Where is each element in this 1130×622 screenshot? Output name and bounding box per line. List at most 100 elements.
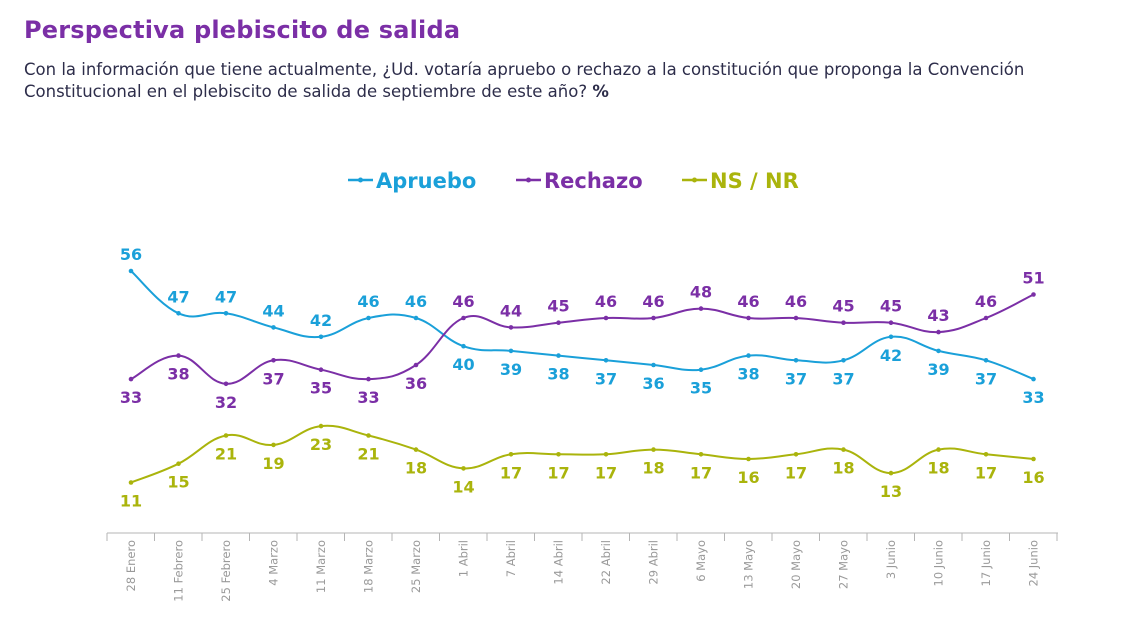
data-label: 37 bbox=[785, 369, 807, 388]
legend-marker-2 bbox=[692, 177, 697, 183]
data-label: 37 bbox=[832, 369, 854, 388]
data-point bbox=[888, 320, 894, 326]
data-point bbox=[936, 447, 941, 452]
data-label: 33 bbox=[120, 388, 142, 407]
data-point bbox=[1031, 456, 1036, 462]
data-label: 46 bbox=[785, 292, 807, 311]
data-label: 39 bbox=[500, 360, 522, 379]
x-tick-label: 10 Junio bbox=[932, 540, 946, 587]
data-point bbox=[461, 315, 466, 321]
data-label: 42 bbox=[880, 346, 902, 365]
subtitle-question: Con la información que tiene actualmente… bbox=[24, 60, 1025, 101]
data-point bbox=[223, 311, 229, 316]
data-point bbox=[983, 452, 989, 457]
x-tick-label: 17 Junio bbox=[979, 540, 993, 587]
data-label: 37 bbox=[262, 369, 284, 388]
data-label: 46 bbox=[642, 292, 664, 311]
data-label: 37 bbox=[595, 369, 617, 388]
data-label: 33 bbox=[1022, 388, 1044, 407]
data-label: 46 bbox=[405, 292, 427, 311]
data-label: 47 bbox=[215, 287, 237, 306]
data-point bbox=[603, 358, 609, 363]
data-label: 18 bbox=[642, 459, 664, 478]
data-point bbox=[746, 456, 751, 462]
data-label: 42 bbox=[310, 311, 332, 330]
data-label: 13 bbox=[880, 482, 902, 501]
data-label: 35 bbox=[690, 379, 712, 398]
data-point bbox=[793, 452, 799, 457]
data-label: 21 bbox=[357, 445, 379, 464]
data-point bbox=[556, 320, 561, 326]
data-point bbox=[651, 447, 656, 452]
data-point bbox=[1031, 376, 1036, 382]
data-point bbox=[793, 315, 799, 321]
data-label: 47 bbox=[167, 287, 189, 306]
data-label: 45 bbox=[880, 297, 902, 316]
data-point bbox=[841, 447, 846, 452]
data-point bbox=[746, 315, 751, 321]
data-label: 43 bbox=[927, 306, 949, 325]
data-point bbox=[746, 353, 751, 358]
data-point bbox=[223, 381, 229, 387]
data-label: 38 bbox=[737, 365, 759, 384]
data-label: 35 bbox=[310, 379, 332, 398]
data-point bbox=[936, 329, 941, 335]
data-point bbox=[983, 315, 989, 321]
data-label: 45 bbox=[832, 297, 854, 316]
data-point bbox=[318, 334, 324, 340]
x-tick-label: 6 Mayo bbox=[694, 540, 708, 582]
data-label: 36 bbox=[642, 374, 664, 393]
data-label: 33 bbox=[357, 388, 379, 407]
data-point bbox=[413, 447, 419, 452]
data-point bbox=[413, 362, 419, 368]
data-point bbox=[271, 442, 276, 448]
legend-marker-0 bbox=[358, 177, 363, 183]
data-label: 17 bbox=[975, 463, 997, 482]
x-tick-label: 29 Abril bbox=[647, 540, 661, 585]
data-label: 38 bbox=[167, 365, 189, 384]
data-label: 44 bbox=[262, 301, 284, 320]
data-label: 44 bbox=[500, 301, 522, 320]
data-point bbox=[176, 461, 181, 467]
data-point bbox=[841, 358, 846, 363]
data-point bbox=[128, 480, 134, 485]
data-point bbox=[318, 367, 324, 373]
data-point bbox=[223, 433, 229, 438]
data-point bbox=[271, 325, 276, 330]
legend-label-2: NS / NR bbox=[710, 169, 799, 193]
data-point bbox=[366, 433, 371, 438]
data-label: 17 bbox=[500, 463, 522, 482]
data-label: 17 bbox=[595, 463, 617, 482]
data-point bbox=[603, 452, 609, 457]
data-label: 32 bbox=[215, 393, 237, 412]
data-label: 11 bbox=[120, 492, 142, 511]
x-tick-label: 7 Abril bbox=[504, 540, 518, 577]
legend-marker-1 bbox=[526, 177, 531, 183]
data-label: 56 bbox=[120, 245, 142, 264]
legend-label-0: Apruebo bbox=[376, 169, 476, 193]
data-point bbox=[698, 452, 704, 457]
x-tick-label: 3 Junio bbox=[884, 540, 898, 579]
data-point bbox=[176, 353, 181, 358]
x-tick-label: 13 Mayo bbox=[742, 540, 756, 589]
data-point bbox=[841, 320, 846, 326]
data-point bbox=[1031, 292, 1036, 297]
x-tick-label: 4 Marzo bbox=[267, 540, 281, 586]
data-label: 46 bbox=[357, 292, 379, 311]
data-point bbox=[603, 315, 609, 321]
data-label: 51 bbox=[1022, 269, 1044, 288]
data-point bbox=[176, 311, 181, 316]
data-point bbox=[128, 268, 134, 274]
subtitle-unit: % bbox=[592, 82, 609, 101]
data-label: 46 bbox=[737, 292, 759, 311]
data-point bbox=[888, 334, 894, 340]
data-label: 23 bbox=[310, 435, 332, 454]
data-label: 16 bbox=[1022, 468, 1044, 487]
data-label: 45 bbox=[547, 297, 569, 316]
data-point bbox=[698, 367, 704, 373]
x-tick-label: 18 Marzo bbox=[362, 540, 376, 593]
data-label: 17 bbox=[690, 463, 712, 482]
data-label: 39 bbox=[927, 360, 949, 379]
x-tick-label: 28 Enero bbox=[124, 540, 138, 591]
